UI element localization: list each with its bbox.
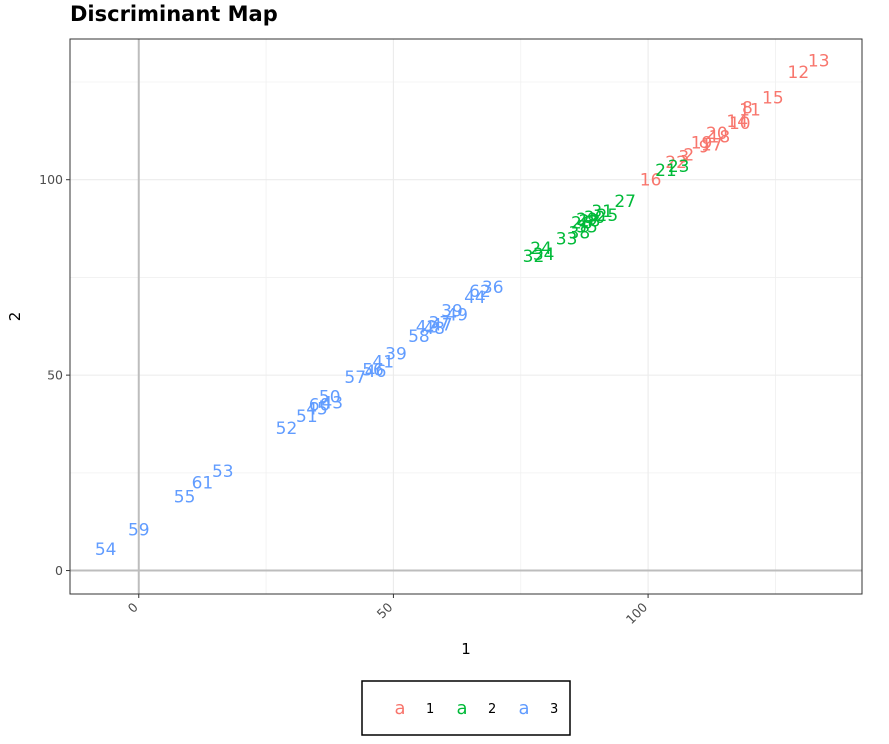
- point-label: 38: [569, 223, 591, 243]
- point-label: 53: [212, 462, 234, 482]
- point-label: 59: [128, 521, 150, 541]
- point-label: 16: [640, 171, 662, 191]
- reference-lines: [70, 39, 862, 594]
- point-label: 49: [446, 306, 468, 326]
- point-label: 18: [709, 128, 731, 148]
- legend-key-glyph: a: [456, 698, 467, 719]
- point-label: 21: [655, 161, 677, 181]
- point-label: 48: [423, 319, 445, 339]
- point-label: 34: [533, 245, 555, 265]
- point-label: 20: [706, 124, 728, 144]
- point-label: 45: [306, 399, 328, 419]
- point-label: 60: [309, 395, 331, 415]
- point-label: 56: [362, 360, 384, 380]
- y-tick-label: 50: [47, 368, 63, 383]
- point-label: 23: [668, 157, 690, 177]
- legend-label: 2: [488, 702, 496, 717]
- x-tick-label: 100: [623, 599, 651, 627]
- chart-title: Discriminant Map: [70, 2, 278, 26]
- point-label: 8: [742, 98, 753, 118]
- x-tick-label: 0: [125, 599, 141, 615]
- point-label: 30: [584, 208, 606, 228]
- point-label: 11: [739, 100, 761, 120]
- point-label: 28: [579, 212, 601, 232]
- legend-key-glyph: a: [518, 698, 529, 719]
- point-label: 51: [296, 407, 318, 427]
- x-axis-title: 1: [461, 640, 471, 658]
- y-axis-title: 2: [6, 312, 24, 322]
- point-label: 55: [174, 487, 196, 507]
- point-label: 47: [431, 315, 453, 335]
- point-label: 22: [665, 153, 687, 173]
- point-label: 31: [591, 202, 613, 222]
- legend-key-glyph: a: [394, 698, 405, 719]
- point-label: 26: [571, 214, 593, 234]
- point-label: 44: [464, 288, 486, 308]
- y-tick-label: 0: [55, 563, 63, 578]
- legend-label: 3: [550, 702, 558, 717]
- point-label: 10: [729, 114, 751, 134]
- x-tick-label: 50: [374, 599, 396, 621]
- point-label: 41: [372, 352, 394, 372]
- point-label: 2: [683, 145, 694, 165]
- point-label: 17: [701, 136, 723, 156]
- point-label: 32: [523, 247, 545, 267]
- point-label: 14: [726, 112, 748, 132]
- point-label: 3: [678, 147, 689, 167]
- series-group-3: 3662444939473748425839415646575043604551…: [95, 278, 504, 560]
- point-label: 37: [428, 313, 450, 333]
- point-label: 57: [344, 368, 366, 388]
- point-label: 52: [276, 419, 298, 439]
- point-label: 39: [441, 302, 463, 322]
- point-label: 19: [691, 134, 713, 154]
- point-label: 36: [482, 278, 504, 298]
- legend-box: [361, 680, 571, 736]
- point-label: 13: [808, 51, 830, 71]
- legend-label: 1: [426, 702, 434, 717]
- point-labels: 1312151181410201819917321622212327253130…: [95, 51, 830, 560]
- point-label: 29: [576, 210, 598, 230]
- point-label: 25: [597, 206, 619, 226]
- point-label: 58: [408, 327, 430, 347]
- point-label: 33: [556, 229, 578, 249]
- point-label: 62: [469, 282, 491, 302]
- point-label: 54: [95, 540, 117, 560]
- axes: 0 50 100 0 50 100: [39, 172, 650, 627]
- point-label: 27: [614, 192, 636, 212]
- y-tick-label: 100: [39, 172, 63, 187]
- legend: a 1 a 2 a 3: [361, 680, 571, 736]
- point-label: 15: [762, 89, 784, 109]
- point-label: 46: [365, 362, 387, 382]
- point-label: 42: [416, 317, 438, 337]
- point-label: 35: [576, 218, 598, 238]
- panel-border: [69, 38, 863, 595]
- point-label: 12: [788, 63, 810, 83]
- point-label: 61: [192, 474, 214, 494]
- point-label: 50: [319, 388, 341, 408]
- point-label: 24: [530, 239, 552, 259]
- point-label: 9: [699, 137, 710, 157]
- point-label: 39: [385, 345, 407, 365]
- point-label: 43: [321, 393, 343, 413]
